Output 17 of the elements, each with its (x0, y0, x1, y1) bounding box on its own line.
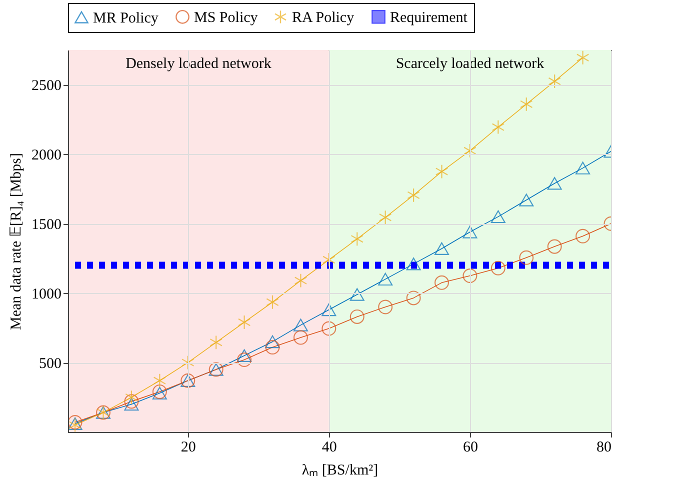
y-tick-label: 500 (39, 356, 62, 372)
y-tick-label: 1500 (32, 217, 62, 234)
band-label: Scarcely loaded network (396, 56, 545, 72)
x-tick-label: 80 (596, 440, 612, 456)
x-tick-label: 60 (462, 440, 478, 456)
x-tick-label: 40 (322, 440, 337, 456)
y-tick-label: 1000 (32, 286, 62, 303)
y-tick-label: 2000 (32, 148, 62, 164)
y-axis-title: Mean data rate 𝔼[R]₄ [Mbps] (8, 152, 24, 330)
band-label: Densely loaded network (126, 56, 272, 72)
y-tick-label: 2500 (32, 78, 62, 94)
x-tick-label: 20 (180, 440, 196, 456)
legend-label: Requirement (390, 10, 468, 26)
legend-label: RA Policy (292, 10, 355, 26)
legend-label: MS Policy (194, 10, 258, 26)
x-axis-title: λₘ [BS/km²] (302, 462, 378, 478)
legend-label: MR Policy (93, 10, 159, 26)
